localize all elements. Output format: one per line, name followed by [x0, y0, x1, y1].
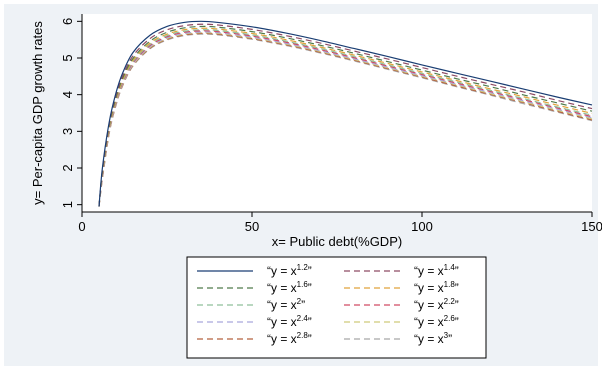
y-tick-label: 2: [60, 164, 75, 171]
legend-label-base: “y = x: [267, 281, 297, 295]
x-tick-label: 100: [411, 219, 433, 234]
legend-label-base: “y = x: [267, 264, 297, 278]
legend-label-end: ”: [455, 264, 459, 278]
legend-label-end: ”: [308, 315, 312, 329]
legend-label-end: ”: [455, 281, 459, 295]
legend-label-exponent: 1.6: [297, 280, 309, 289]
legend-label-end: ”: [455, 298, 459, 312]
y-tick-label: 3: [60, 128, 75, 135]
x-tick-label: 0: [78, 219, 85, 234]
plot-background: [82, 14, 592, 212]
y-tick-label: 4: [60, 91, 75, 98]
legend-label-base: “y = x: [414, 298, 444, 312]
legend-label-exponent: 2.8: [297, 331, 309, 340]
legend-label-base: “y = x: [267, 315, 297, 329]
x-tick-label: 50: [245, 219, 259, 234]
legend-label-exponent: 1.8: [444, 280, 456, 289]
legend-label-exponent: 2.4: [297, 314, 309, 323]
legend-label-end: ”: [301, 298, 305, 312]
legend-label-base: “y = x: [267, 332, 297, 346]
legend-label-base: “y = x: [414, 281, 444, 295]
y-axis-title: y= Per-capita GDP growth rates: [30, 21, 45, 205]
legend-label-end: ”: [308, 332, 312, 346]
x-tick-label: 150: [581, 219, 602, 234]
legend-label-base: “y = x: [267, 298, 297, 312]
legend-label-exponent: 1.2: [297, 263, 309, 272]
y-tick-label: 1: [60, 201, 75, 208]
y-tick-label: 6: [60, 18, 75, 25]
legend-label-base: “y = x: [414, 264, 444, 278]
legend-label-end: ”: [308, 281, 312, 295]
legend-label-end: ”: [308, 264, 312, 278]
legend-label-exponent: 1.4: [444, 263, 456, 272]
y-tick-label: 5: [60, 54, 75, 61]
x-axis-title: x= Public debt(%GDP): [272, 234, 402, 249]
legend-label-end: ”: [455, 315, 459, 329]
legend-label-exponent: 2.6: [444, 314, 456, 323]
legend-label-base: “y = x: [414, 332, 444, 346]
legend-label-base: “y = x: [414, 315, 444, 329]
legend-label-end: ”: [448, 332, 452, 346]
legend-label-exponent: 2.2: [444, 297, 456, 306]
legend: “y = x1.2” “y = x1.4”“y = x1.6” “y = x1.8”…: [187, 257, 486, 358]
